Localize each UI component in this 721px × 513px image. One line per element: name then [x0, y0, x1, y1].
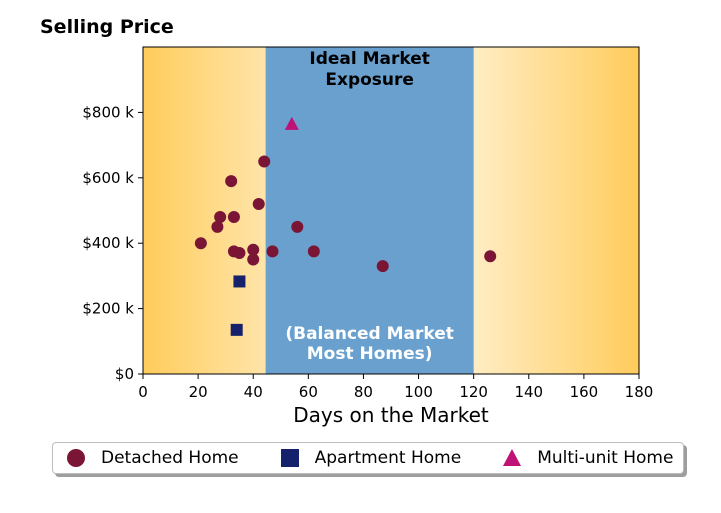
- legend-item-multi-unit: Multi-unit Home: [501, 447, 673, 469]
- legend-label-apartment: Apartment Home: [314, 448, 462, 468]
- detached-home-point: [266, 245, 279, 258]
- detached-home-point: [233, 247, 246, 260]
- detached-home-point: [291, 220, 304, 233]
- x-tick-label: 60: [299, 383, 318, 401]
- ideal-exposure-band: [265, 47, 474, 374]
- legend-square-marker-icon: [280, 449, 299, 467]
- x-tick-label: 160: [570, 383, 599, 401]
- legend-item-apartment: Apartment Home: [279, 447, 462, 469]
- band-title-line: Exposure: [325, 70, 414, 90]
- legend-label-detached: Detached Home: [101, 448, 239, 468]
- detached-home-point: [484, 250, 497, 263]
- band-subtitle-line: (Balanced Market: [285, 324, 454, 344]
- band-subtitle-line: Most Homes): [307, 344, 433, 364]
- x-axis-label: Days on the Market: [293, 403, 489, 427]
- detached-home-point: [247, 243, 260, 256]
- band-title-line: Ideal Market: [309, 49, 430, 69]
- detached-home-point: [211, 220, 224, 233]
- legend-item-detached: Detached Home: [65, 447, 239, 469]
- detached-home-point: [252, 197, 265, 210]
- x-tick-label: 40: [244, 383, 263, 401]
- x-tick-label: 120: [459, 383, 488, 401]
- chart-title: Selling Price: [40, 16, 174, 38]
- plot-frame: [142, 46, 640, 375]
- y-tick-label: $800 k: [82, 103, 134, 121]
- x-tick-label: 100: [404, 383, 433, 401]
- legend-label-multi-unit: Multi-unit Home: [537, 448, 674, 468]
- x-tick-label: 0: [138, 383, 148, 401]
- legend-triangle-marker-icon: [503, 449, 522, 466]
- legend-circle-marker-icon: [67, 449, 85, 467]
- y-tick-label: $400 k: [82, 234, 134, 252]
- detached-home-point: [258, 155, 271, 168]
- x-tick-label: 140: [514, 383, 543, 401]
- detached-home-point: [227, 211, 240, 224]
- y-tick-label: $600 k: [82, 169, 134, 187]
- y-tick-label: $0: [115, 365, 134, 383]
- apartment-home-point: [233, 275, 246, 288]
- x-tick-label: 80: [354, 383, 373, 401]
- detached-home-point: [307, 245, 320, 258]
- x-tick-label: 180: [625, 383, 654, 401]
- chart-legend: Detached Home Apartment Home Multi-unit …: [52, 442, 684, 474]
- detached-home-point: [247, 253, 260, 266]
- apartment-home-point: [230, 323, 243, 336]
- detached-home-point: [214, 211, 227, 224]
- x-tick-label: 20: [189, 383, 208, 401]
- detached-home-point: [376, 260, 389, 273]
- detached-home-point: [225, 175, 238, 188]
- detached-home-point: [194, 237, 207, 250]
- y-tick-label: $200 k: [82, 300, 134, 318]
- multi-unit-home-point: [284, 116, 299, 130]
